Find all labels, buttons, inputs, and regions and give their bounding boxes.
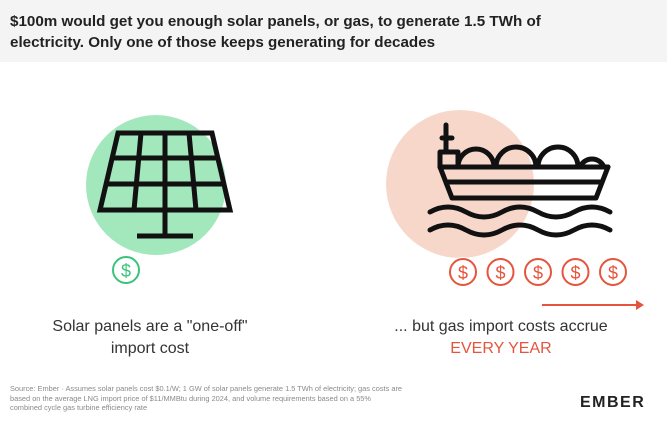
title-line-2: electricity. Only one of those keeps gen…: [10, 34, 436, 51]
source-line-1: Source: Ember · Assumes solar panels cos…: [10, 384, 403, 393]
gas-dollar-coin-icon: $: [448, 257, 478, 287]
gas-coin-symbol: $: [495, 263, 505, 283]
source-line-3: combined cycle gas turbine efficiency ra…: [10, 403, 148, 413]
page-title: $100m would get you enough solar panels,…: [10, 11, 650, 53]
solar-coin-symbol: $: [121, 261, 131, 281]
gas-coin-symbol: $: [608, 263, 618, 283]
gas-dollar-coin-icon: $: [598, 257, 628, 287]
gas-coin-symbol: $: [570, 263, 580, 283]
solar-caption-line-2: import cost: [110, 340, 190, 357]
gas-dollar-coin-icon: $: [560, 257, 591, 287]
gas-caption: ... but gas import costs accrue EVERY YE…: [366, 316, 636, 360]
gas-coin-symbol: $: [458, 263, 468, 283]
gas-dollar-coin-icon: $: [523, 257, 553, 287]
title-line-1: $100m would get you enough solar panels,…: [10, 13, 541, 30]
source-line-2: based on the average LNG import price of…: [10, 393, 371, 403]
title-band: [0, 0, 667, 62]
gas-caption-line-1: ... but gas import costs accrue: [394, 318, 608, 335]
solar-caption-line-1: Solar panels are a "one-off": [52, 318, 248, 335]
gas-dollar-coin-icon: $: [485, 257, 516, 287]
every-year-label: EVERY YEAR: [450, 340, 552, 357]
gas-coin-symbol: $: [533, 263, 543, 283]
source-note: Source: Ember · Assumes solar panels cos…: [10, 384, 555, 413]
solar-caption: Solar panels are a "one-off" import cost: [35, 316, 265, 360]
ember-logo: EMBER: [580, 394, 646, 411]
